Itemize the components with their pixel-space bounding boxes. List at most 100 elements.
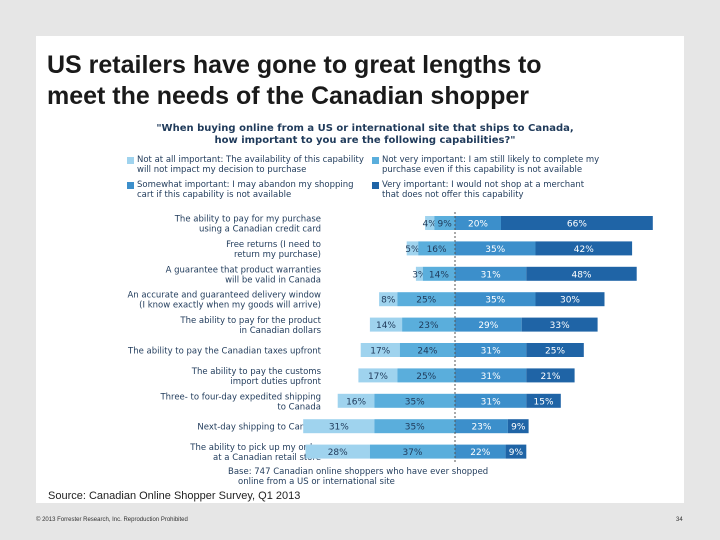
category-label: in Canadian dollars <box>239 326 321 336</box>
survey-question: "When buying online from a US or interna… <box>130 123 600 147</box>
data-label: 15% <box>534 397 554 407</box>
data-label: 48% <box>571 270 591 280</box>
category-label: A guarantee that product warranties <box>166 265 322 275</box>
legend-text: purchase even if this capability is not … <box>382 165 583 175</box>
data-label: 9% <box>438 220 453 230</box>
bar-segment-not-very <box>402 317 455 332</box>
data-label: 37% <box>402 448 422 458</box>
bar-segment-somewhat <box>455 266 527 281</box>
data-label: 31% <box>329 423 349 433</box>
legend-item-very: Very important: I would not shop at a me… <box>382 180 622 200</box>
bar-segment-somewhat <box>455 343 527 357</box>
bar-segment-not-very <box>397 292 455 307</box>
data-label: 35% <box>405 397 425 407</box>
bar-segment-very <box>535 292 605 307</box>
legend-text: that does not offer this capability <box>382 190 524 200</box>
category-label: return my purchase) <box>234 250 321 260</box>
base-note-line-2: online from a US or international site <box>238 477 395 487</box>
data-label: 14% <box>376 321 396 331</box>
legend-swatch-somewhat <box>127 182 134 189</box>
category-label: Next-day shipping to Canada <box>197 423 321 433</box>
data-label: 42% <box>574 245 594 255</box>
bar-segment-not-very <box>374 393 455 408</box>
data-label: 16% <box>427 245 447 255</box>
bar-segment-not-very <box>422 266 455 281</box>
bar-segment-not-at-all <box>305 444 370 459</box>
bar-segment-not-at-all <box>425 216 435 230</box>
legend-swatch-not-at-all <box>127 157 134 164</box>
data-label: 23% <box>471 423 491 433</box>
legend-text: Very important: I would not shop at a me… <box>382 180 585 190</box>
data-label: 35% <box>485 245 505 255</box>
question-line-2: how important to you are the following c… <box>214 135 516 146</box>
data-label: 25% <box>416 296 436 306</box>
bar-segment-very <box>535 241 633 256</box>
data-label: 8% <box>381 296 396 306</box>
bar-segment-not-very <box>374 419 455 434</box>
category-label: Three- to four-day expedited shipping <box>159 392 321 402</box>
title-line-2: meet the needs of the Canadian shopper <box>47 82 530 110</box>
data-label: 24% <box>417 347 437 357</box>
question-line-1: "When buying online from a US or interna… <box>156 123 574 134</box>
bar-segment-not-very <box>369 444 455 459</box>
bar-segment-somewhat <box>455 419 508 434</box>
bar-segment-very <box>526 393 561 408</box>
data-label: 21% <box>540 372 560 382</box>
bar-segment-very <box>521 317 598 332</box>
legend-text: Not very important: I am still likely to… <box>382 155 600 165</box>
bar-segment-very <box>507 419 529 434</box>
data-label: 16% <box>346 397 366 407</box>
category-label: using a Canadian credit card <box>199 225 321 235</box>
data-label: 3% <box>412 270 427 280</box>
data-label: 31% <box>481 397 501 407</box>
category-label: at a Canadian retail store <box>213 453 321 463</box>
bar-segment-not-at-all <box>415 266 423 281</box>
category-label: The ability to pay for my purchase <box>174 215 321 225</box>
bar-segment-somewhat <box>455 216 501 230</box>
data-label: 35% <box>485 296 505 306</box>
data-label: 14% <box>429 270 449 280</box>
bar-segment-not-at-all <box>369 317 403 332</box>
legend-item-not-very: Not very important: I am still likely to… <box>382 155 622 175</box>
data-label: 33% <box>550 321 570 331</box>
data-label: 30% <box>560 296 580 306</box>
category-label: The ability to pick up my order <box>189 443 321 453</box>
legend-text: cart if this capability is not available <box>137 190 292 200</box>
category-label: import duties upfront <box>230 377 321 387</box>
category-label: (I know exactly when my goods will arriv… <box>139 301 321 311</box>
source-note: Source: Canadian Online Shopper Survey, … <box>48 490 301 502</box>
category-label: An accurate and guaranteed delivery wind… <box>127 291 321 301</box>
bar-segment-very <box>505 444 527 459</box>
data-label: 28% <box>328 448 348 458</box>
data-label: 25% <box>545 347 565 357</box>
bar-segment-not-at-all <box>360 343 400 357</box>
bar-segment-not-very <box>397 368 455 383</box>
copyright-footer: © 2013 Forrester Research, Inc. Reproduc… <box>36 517 188 523</box>
category-label: Free returns (I need to <box>226 240 321 250</box>
legend-item-not-at-all: Not at all important: The availability o… <box>137 155 377 175</box>
legend-text: Not at all important: The availability o… <box>137 155 364 165</box>
bar-segment-somewhat <box>455 368 527 383</box>
legend-text: Somewhat important: I may abandon my sho… <box>137 180 354 190</box>
bar-segment-not-very <box>399 343 455 357</box>
bar-segment-somewhat <box>455 317 522 332</box>
bar-segment-not-very <box>418 241 455 256</box>
legend-item-somewhat: Somewhat important: I may abandon my sho… <box>137 180 377 200</box>
bar-segment-not-at-all <box>303 419 375 434</box>
category-label: will be valid in Canada <box>225 275 321 285</box>
category-label: The ability to pay the customs <box>191 367 322 377</box>
bar-segment-somewhat <box>455 393 527 408</box>
bar-segment-not-very <box>434 216 455 230</box>
bar-segment-somewhat <box>455 444 506 459</box>
data-label: 5% <box>405 245 420 255</box>
legend-text: will not impact my decision to purchase <box>137 165 307 175</box>
bar-segment-not-at-all <box>406 241 419 256</box>
bar-segment-not-at-all <box>379 292 398 307</box>
data-label: 23% <box>419 321 439 331</box>
category-label: The ability to pay the Canadian taxes up… <box>127 347 322 357</box>
data-label: 31% <box>481 347 501 357</box>
base-note-line-1: Base: 747 Canadian online shoppers who h… <box>228 467 489 477</box>
data-label: 17% <box>370 347 390 357</box>
page-number: 34 <box>676 517 683 523</box>
data-label: 35% <box>405 423 425 433</box>
